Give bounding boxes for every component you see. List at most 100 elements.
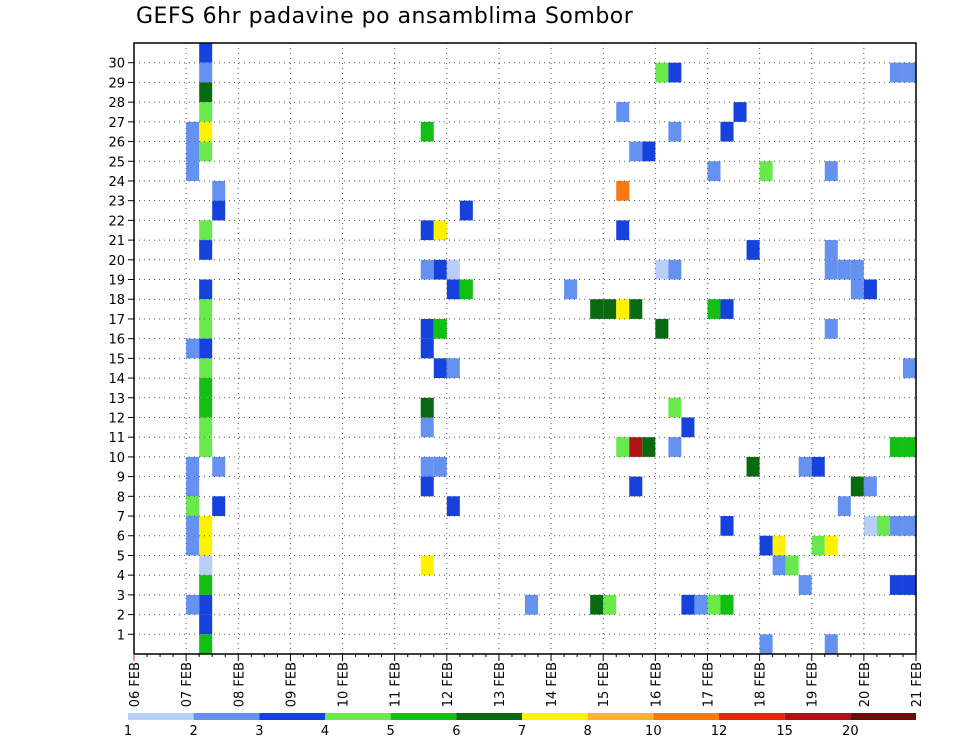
heatmap-cell — [889, 575, 903, 595]
heatmap-cell — [629, 476, 643, 497]
legend-label: 5 — [387, 724, 395, 739]
legend-swatch — [325, 713, 391, 720]
y-tick-label: 17 — [108, 313, 125, 328]
legend-label: 8 — [584, 724, 592, 739]
legend-swatch — [719, 713, 785, 720]
y-tick-label: 13 — [108, 392, 125, 407]
heatmap-cell — [199, 614, 213, 635]
heatmap-cell — [642, 141, 656, 162]
heatmap-cell — [798, 575, 812, 595]
heatmap-cell — [420, 121, 434, 142]
legend-label: 15 — [776, 724, 793, 739]
heatmap-cell — [186, 594, 200, 615]
heatmap-cell — [186, 456, 200, 477]
y-tick-label: 8 — [117, 490, 125, 505]
heatmap-cell — [199, 43, 213, 63]
heatmap-cell — [564, 279, 578, 300]
heatmap-cell — [603, 299, 617, 319]
x-tick-label: 17 FEB — [701, 662, 716, 707]
heatmap-cell — [902, 437, 916, 457]
heatmap-cell — [433, 358, 447, 379]
heatmap-cell — [902, 516, 916, 536]
heatmap-cell — [199, 338, 213, 359]
y-tick-label: 1 — [117, 628, 125, 643]
heatmap-cell — [629, 299, 643, 319]
heatmap-cell — [186, 121, 200, 142]
legend-swatch — [456, 713, 522, 720]
x-tick-label: 06 FEB — [128, 662, 143, 707]
heatmap-cell — [199, 279, 213, 300]
y-tick-label: 27 — [108, 116, 125, 131]
x-tick-label: 14 FEB — [545, 662, 560, 707]
heatmap-cell — [616, 220, 630, 241]
y-tick-label: 3 — [117, 589, 125, 604]
heatmap-cell — [212, 200, 226, 221]
heatmap-cell — [420, 555, 434, 576]
heatmap-cell — [889, 516, 903, 536]
heatmap-cell — [590, 594, 604, 615]
heatmap-cell — [746, 240, 760, 260]
heatmap-cell — [199, 437, 213, 457]
legend-swatch — [850, 713, 916, 720]
heatmap-cell — [863, 279, 877, 300]
chart-title: GEFS 6hr padavine po ansamblima Sombor — [136, 4, 634, 29]
y-tick-label: 10 — [108, 451, 125, 466]
heatmap-cell — [420, 220, 434, 241]
y-tick-label: 30 — [108, 57, 125, 72]
heatmap-cell — [707, 161, 721, 181]
heatmap-cell — [824, 535, 838, 556]
heatmap-cell — [420, 259, 434, 280]
heatmap-cell — [824, 634, 838, 654]
heatmap-cell — [837, 496, 851, 517]
x-tick-label: 12 FEB — [441, 662, 456, 707]
heatmap-cell — [199, 575, 213, 595]
heatmap-cell — [186, 535, 200, 556]
y-tick-label: 14 — [108, 372, 125, 387]
heatmap-cell — [199, 555, 213, 576]
heatmap-cell — [459, 279, 473, 300]
heatmap-cell — [772, 535, 786, 556]
legend-swatch — [653, 713, 719, 720]
y-tick-label: 26 — [108, 136, 125, 151]
heatmap-cell — [590, 299, 604, 319]
y-tick-label: 12 — [108, 411, 125, 426]
heatmap-cell — [186, 496, 200, 517]
heatmap-cell — [420, 318, 434, 339]
heatmap-cell — [681, 594, 695, 615]
heatmap-cell — [629, 141, 643, 162]
heatmap-cell — [616, 180, 630, 201]
y-tick-label: 16 — [108, 333, 125, 348]
heatmap-cell — [746, 456, 760, 477]
heatmap-cell — [420, 397, 434, 418]
heatmap-cell — [811, 535, 825, 556]
heatmap-cell — [720, 121, 734, 142]
heatmap-cell — [186, 338, 200, 359]
y-tick-label: 25 — [108, 155, 125, 170]
legend-swatch — [587, 713, 654, 720]
heatmap-cell — [668, 62, 682, 83]
y-tick-label: 24 — [108, 175, 125, 190]
heatmap-cell — [759, 161, 773, 181]
heatmap-cell — [433, 220, 447, 241]
heatmap-cell — [446, 496, 460, 517]
legend-label: 12 — [711, 724, 728, 739]
heatmap-cell — [433, 318, 447, 339]
heatmap-cell — [212, 456, 226, 477]
y-tick-label: 28 — [108, 96, 125, 111]
heatmap-cell — [199, 634, 213, 654]
heatmap-cell — [694, 594, 708, 615]
legend-label: 20 — [842, 724, 859, 739]
heatmap-cell — [707, 299, 721, 319]
heatmap-cell — [212, 496, 226, 517]
heatmap-cell — [772, 555, 786, 576]
y-tick-label: 2 — [117, 609, 125, 624]
heatmap-cell — [863, 476, 877, 497]
y-tick-label: 19 — [108, 274, 125, 289]
heatmap-cell — [785, 555, 799, 576]
x-tick-label: 09 FEB — [284, 662, 299, 707]
heatmap-cell — [186, 141, 200, 162]
heatmap-cell — [446, 259, 460, 280]
x-tick-label: 21 FEB — [910, 662, 925, 707]
